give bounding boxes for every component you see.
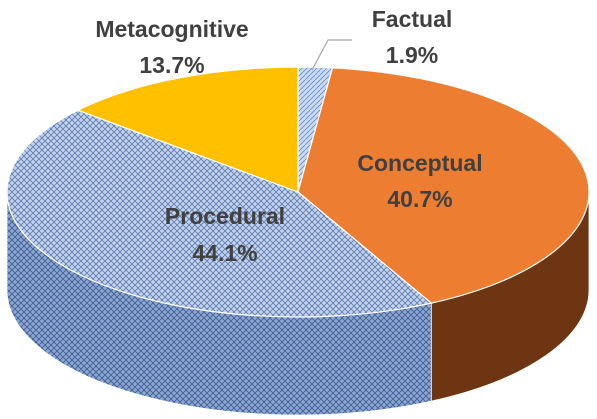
slice-label-conceptual: Conceptual bbox=[357, 150, 482, 176]
pie-slice-metacognitive bbox=[76, 66, 299, 193]
slice-label-metacognitive: Metacognitive bbox=[95, 16, 248, 42]
pie-labels: Factual 1.9% Conceptual 40.7% Procedural… bbox=[95, 6, 482, 266]
pie-slice-conceptual bbox=[297, 67, 590, 304]
slice-value-factual: 1.9% bbox=[386, 42, 438, 68]
slice-label-factual: Factual bbox=[372, 6, 453, 32]
pie-tops bbox=[6, 66, 590, 318]
slice-label-procedural: Procedural bbox=[165, 203, 285, 229]
pie-slice-procedural bbox=[6, 109, 433, 318]
slice-value-procedural: 44.1% bbox=[192, 240, 257, 266]
slice-value-metacognitive: 13.7% bbox=[139, 52, 204, 78]
slice-value-conceptual: 40.7% bbox=[387, 186, 452, 212]
factual-leader-line bbox=[311, 39, 352, 71]
